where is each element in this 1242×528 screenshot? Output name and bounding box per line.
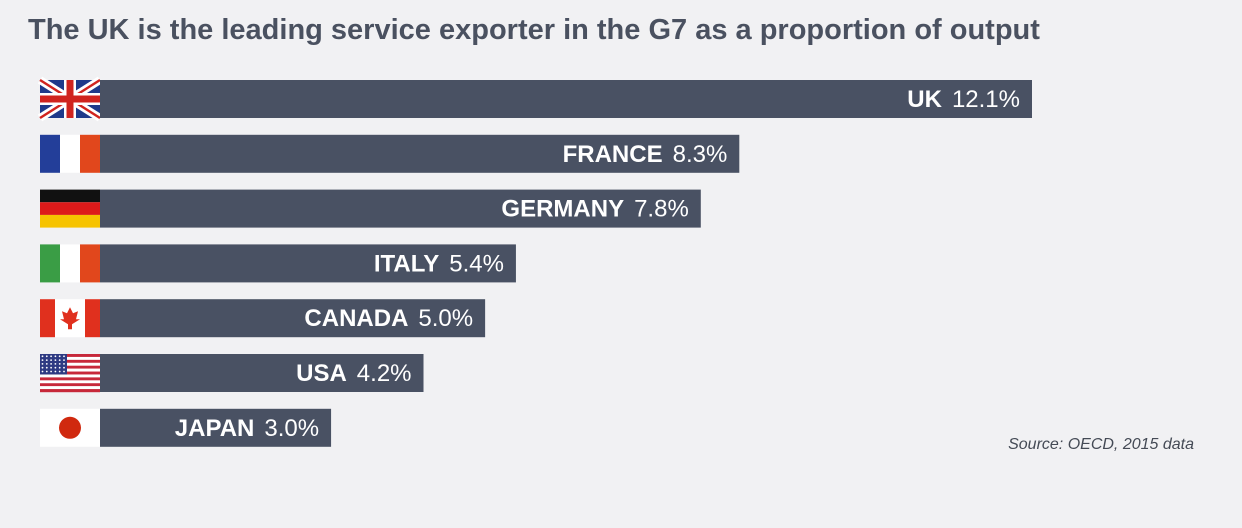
bar-row-italy: ITALY 5.4%	[40, 244, 516, 283]
bar-row-canada: CANADA 5.0%	[40, 299, 486, 338]
bar-row-germany: GERMANY 7.8%	[40, 189, 701, 228]
uk-flag	[37, 76, 103, 122]
bar-germany	[100, 189, 701, 228]
italy-flag	[40, 244, 100, 283]
bar-category-label: GERMANY	[501, 196, 624, 223]
france-flag	[40, 134, 100, 173]
bar-row-usa: USA 4.2%	[40, 354, 424, 393]
bar-canada	[100, 299, 486, 338]
bar-row-uk: UK 12.1%	[37, 76, 1032, 122]
source-note: Source: OECD, 2015 data	[1008, 436, 1194, 453]
bar-category-label: USA	[296, 360, 347, 387]
bar-row-france: FRANCE 8.3%	[40, 134, 740, 173]
bar-category-label: CANADA	[304, 305, 408, 332]
bar-value-label: 5.4%	[449, 250, 504, 277]
bar-japan	[100, 408, 332, 447]
bar-value-label: 12.1%	[952, 86, 1020, 113]
chart-title: The UK is the leading service exporter i…	[28, 14, 1040, 46]
bar-value-label: 7.8%	[634, 196, 689, 223]
bar-usa	[100, 354, 424, 392]
germany-flag	[40, 189, 100, 228]
canada-flag	[40, 299, 100, 338]
bar-france	[100, 134, 740, 173]
bar-uk	[100, 80, 1032, 118]
bar-category-label: UK	[907, 86, 942, 113]
bar-italy	[100, 244, 516, 283]
bar-category-label: FRANCE	[563, 141, 663, 168]
bar-value-label: 3.0%	[264, 415, 319, 442]
bar-category-label: JAPAN	[175, 415, 255, 442]
japan-flag	[40, 408, 100, 447]
bar-category-label: ITALY	[374, 250, 439, 277]
bar-value-label: 8.3%	[673, 141, 728, 168]
bar-value-label: 5.0%	[418, 305, 473, 332]
bar-row-japan: JAPAN 3.0%	[40, 408, 332, 447]
bar-value-label: 4.2%	[357, 360, 412, 387]
usa-flag	[40, 354, 100, 393]
